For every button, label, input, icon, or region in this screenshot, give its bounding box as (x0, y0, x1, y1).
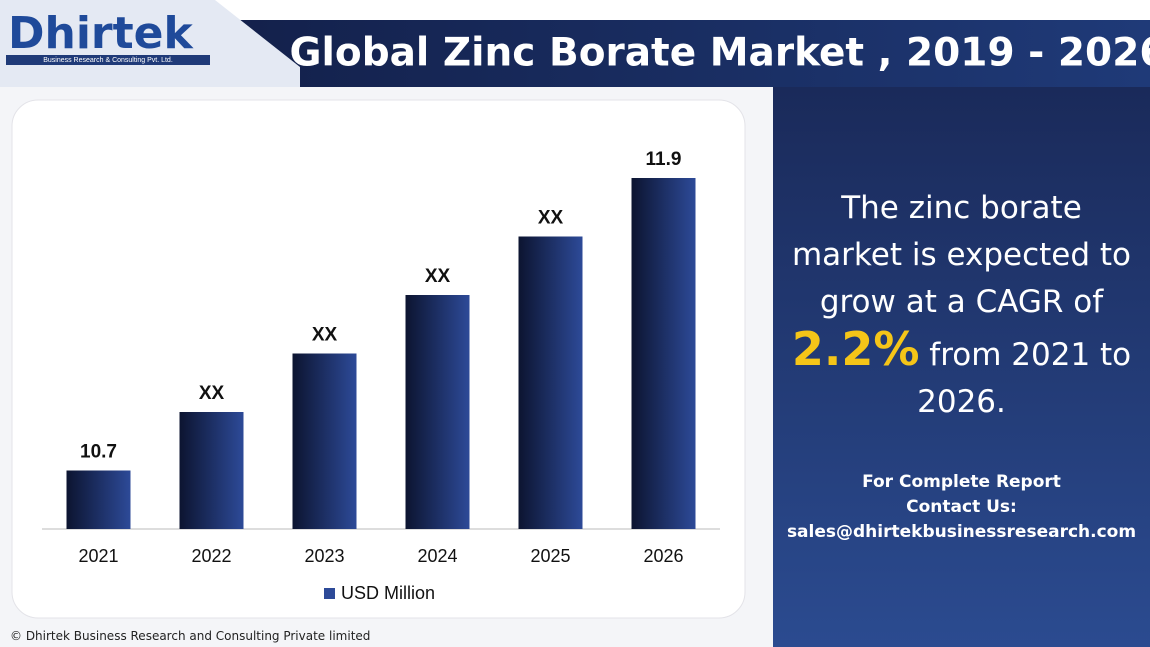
bar (66, 470, 131, 529)
data-label: 11.9 (646, 149, 682, 170)
contact-line: For Complete Report (862, 472, 1061, 492)
legend-swatch (324, 588, 335, 599)
cagr: 2.2% (791, 322, 920, 376)
info-panel: The zinc borate market is expected to gr… (773, 87, 1150, 647)
summary-text: The zinc borate market is expected to gr… (791, 190, 1132, 320)
bar (405, 295, 470, 529)
data-label: XX (199, 383, 225, 404)
data-label: XX (538, 208, 564, 229)
x-tick-label: 2026 (643, 546, 683, 566)
bar (292, 353, 357, 529)
contact-line: Contact Us: (906, 497, 1017, 517)
bar (631, 178, 696, 529)
logo: Dhirtek (8, 8, 195, 59)
title: Global Zinc Borate Market , 2019 - 2026 (290, 31, 1150, 76)
title-banner (215, 20, 1150, 87)
legend-label: USD Million (341, 583, 435, 603)
data-label: 10.7 (80, 442, 117, 463)
bar (518, 236, 583, 529)
x-tick-label: 2024 (417, 546, 457, 566)
logo-bar (6, 55, 210, 65)
x-tick-label: 2021 (78, 546, 118, 566)
summary-text: from 2021 to 2026. (917, 337, 1132, 420)
logo-tagline: Business Research & Consulting Pvt. Ltd. (43, 57, 173, 64)
x-tick-label: 2023 (304, 546, 344, 566)
x-tick-label: 2025 (530, 546, 570, 566)
data-label: XX (425, 266, 451, 287)
contact: For Complete Report Contact Us: sales@dh… (773, 470, 1150, 545)
data-label: XX (312, 325, 338, 346)
contact-email: sales@dhirtekbusinessresearch.com (786, 522, 1137, 542)
summary: The zinc borate market is expected to gr… (787, 185, 1137, 426)
x-tick-label: 2022 (191, 546, 231, 566)
logo-area (0, 0, 300, 87)
top-strip (0, 0, 1150, 20)
footer: © Dhirtek Business Research and Consulti… (10, 629, 371, 643)
bar (179, 412, 244, 529)
